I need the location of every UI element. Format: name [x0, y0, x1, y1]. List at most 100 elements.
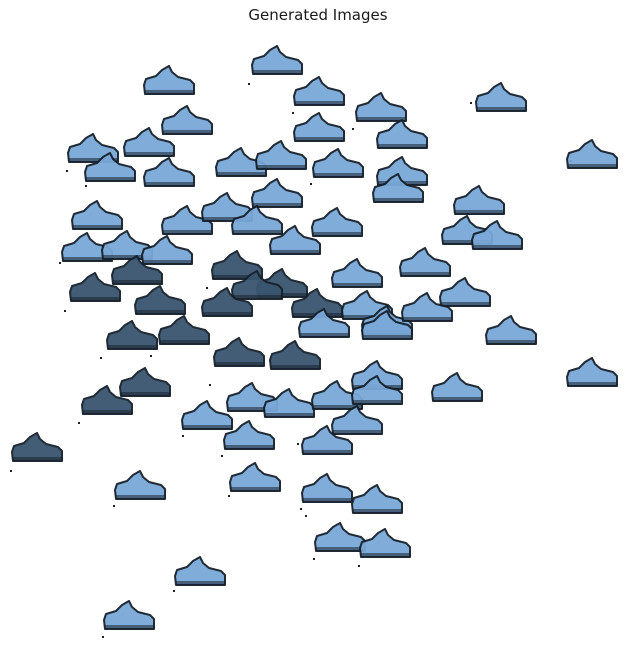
sneaker-icon [485, 315, 537, 345]
sneaker-icon [314, 522, 366, 552]
sneaker-icon [399, 247, 451, 277]
sneaker-icon [269, 225, 321, 255]
sneaker-icon [174, 556, 226, 586]
sneaker-sole [163, 130, 212, 134]
scatter-dot [470, 102, 472, 104]
scatter-dot [310, 183, 312, 185]
sneaker-icon [11, 432, 63, 462]
sneaker-sole [160, 340, 209, 344]
sneaker-icon [201, 287, 253, 317]
sneaker-sole [113, 280, 162, 284]
sneaker-sole [363, 335, 412, 339]
sneaker-sole [228, 407, 277, 411]
sneaker-icon [441, 215, 493, 245]
sneaker-icon [123, 127, 175, 157]
sneaker-icon [211, 250, 263, 280]
sneaker-icon [401, 292, 453, 322]
sneaker-icon [566, 357, 618, 387]
sneaker-icon [114, 470, 166, 500]
sneaker-sole [441, 302, 490, 306]
sneaker-sole [176, 581, 225, 585]
sneaker-sole [443, 240, 492, 244]
sneaker-sole [71, 297, 120, 301]
sneaker-sole [83, 410, 132, 414]
sneaker-sole [215, 362, 264, 366]
sneaker-sole [163, 230, 212, 234]
sneaker-icon [359, 528, 411, 558]
sneaker-icon [263, 388, 315, 418]
sneaker-sole [231, 487, 280, 491]
scatter-dot [182, 435, 184, 437]
sneaker-sole [105, 625, 154, 629]
sneaker-sole [353, 400, 402, 404]
sneaker-icon [103, 600, 155, 630]
sneaker-sole [403, 317, 452, 321]
sneaker-sole [378, 144, 427, 148]
sneaker-sole [303, 450, 352, 454]
scatter-dot [248, 83, 250, 85]
scatter-dot [113, 505, 115, 507]
sneaker-icon [181, 400, 233, 430]
sneaker-icon [231, 205, 283, 235]
sneaker-sole [257, 165, 306, 169]
sneaker-sole [136, 310, 185, 314]
sneaker-icon [293, 112, 345, 142]
scatter-dot [292, 112, 294, 114]
scatter-dot [209, 384, 211, 386]
scatter-dot [358, 565, 360, 567]
sneaker-sole [357, 117, 406, 121]
sneaker-sole [203, 312, 252, 316]
sneaker-icon [311, 207, 363, 237]
scatter-dot [102, 636, 104, 638]
sneaker-icon [119, 367, 171, 397]
sneaker-sole [108, 345, 157, 349]
scatter-dot [66, 170, 68, 172]
sneaker-icon [201, 192, 253, 222]
sneaker-sole [145, 182, 194, 186]
sneaker-sole [568, 382, 617, 386]
sneaker-icon [453, 185, 505, 215]
scatter-dot [228, 495, 230, 497]
sneaker-sole [300, 333, 349, 337]
sneaker-sole [473, 245, 522, 249]
sneaker-sole [314, 173, 363, 177]
sneaker-icon [301, 425, 353, 455]
sneaker-sole [103, 255, 152, 259]
sneaker-sole [295, 137, 344, 141]
sneaker-sole [203, 217, 252, 221]
sneaker-sole [316, 547, 365, 551]
sneaker-sole [125, 152, 174, 156]
sneaker-sole [183, 425, 232, 429]
sneaker-icon [301, 473, 353, 503]
sneaker-icon [106, 320, 158, 350]
sneaker-sole [353, 509, 402, 513]
sneaker-icon [81, 385, 133, 415]
sneaker-icon [331, 258, 383, 288]
sample-images-layer [11, 45, 618, 630]
sneaker-sole [265, 413, 314, 417]
sneaker-icon [351, 375, 403, 405]
sneaker-sole [225, 445, 274, 449]
sneaker-icon [141, 235, 193, 265]
sneaker-icon [229, 462, 281, 492]
sneaker-icon [566, 139, 618, 169]
sneaker-sole [86, 177, 135, 181]
sneaker-icon [101, 230, 153, 260]
sneaker-sole [361, 553, 410, 557]
sneaker-icon [376, 119, 428, 149]
sneaker-sole [73, 225, 122, 229]
sneaker-icon [71, 200, 123, 230]
sneaker-icon [61, 232, 113, 262]
sneaker-sole [568, 164, 617, 168]
sneaker-icon [251, 178, 303, 208]
sneaker-sole [401, 272, 450, 276]
sneaker-icon [223, 420, 275, 450]
sneaker-sole [271, 365, 320, 369]
sneaker-sole [253, 70, 302, 74]
sneaker-sole [313, 405, 362, 409]
sneaker-sole [233, 230, 282, 234]
sneaker-sole [217, 172, 266, 176]
scatter-dot [300, 508, 302, 510]
sneaker-sole [313, 232, 362, 236]
sneaker-icon [213, 337, 265, 367]
